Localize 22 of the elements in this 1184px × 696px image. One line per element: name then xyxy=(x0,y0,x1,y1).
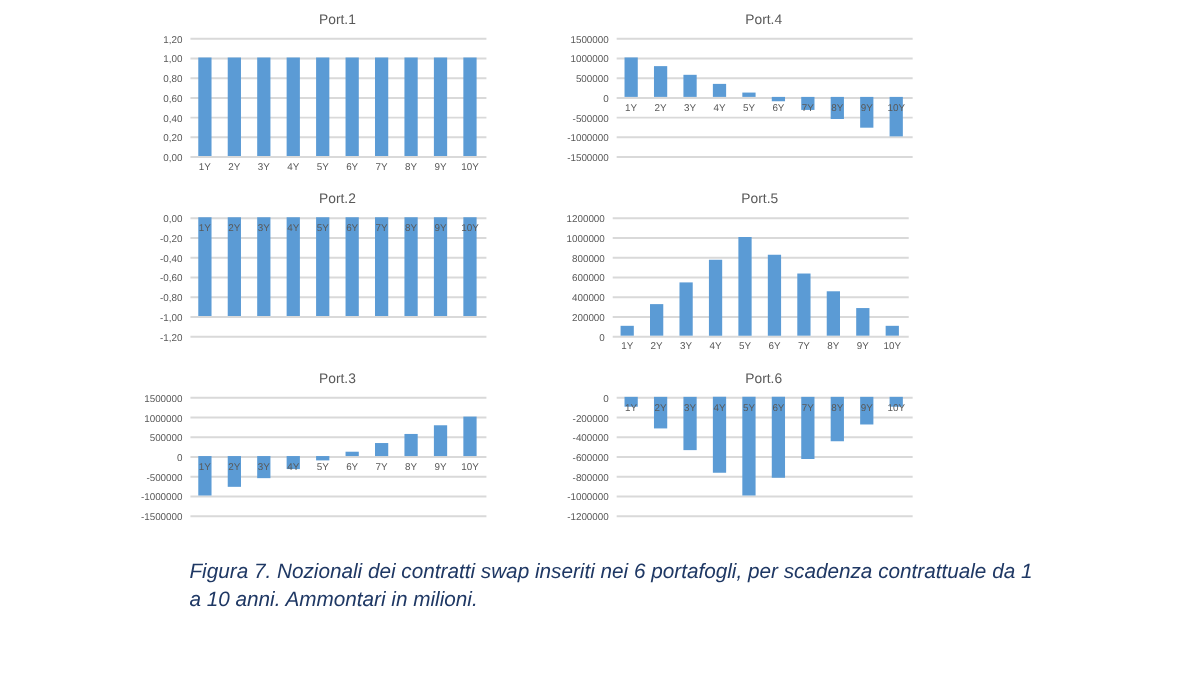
text: Figura 7. Nozionali dei contratti swap inseriti nei 6 portafogli, per scadenza contrattuale da 1 a 10 anni. Ammontari in milioni. xyxy=(189,562,1033,613)
bar xyxy=(683,74,697,97)
bar xyxy=(856,308,870,336)
bar xyxy=(198,456,212,496)
bar xyxy=(374,443,389,457)
bar xyxy=(712,83,727,97)
bar xyxy=(624,57,638,97)
bar xyxy=(797,273,811,336)
bar xyxy=(433,425,448,457)
bar xyxy=(650,304,664,336)
bar xyxy=(771,96,786,102)
bar xyxy=(404,433,418,457)
bar xyxy=(345,451,359,457)
bar xyxy=(767,254,782,336)
bar xyxy=(463,416,477,457)
bar xyxy=(679,282,693,336)
bar xyxy=(653,66,668,97)
bar xyxy=(620,325,634,336)
bar xyxy=(738,237,752,336)
bar xyxy=(826,291,840,336)
bar xyxy=(885,325,899,336)
bar xyxy=(708,259,723,336)
